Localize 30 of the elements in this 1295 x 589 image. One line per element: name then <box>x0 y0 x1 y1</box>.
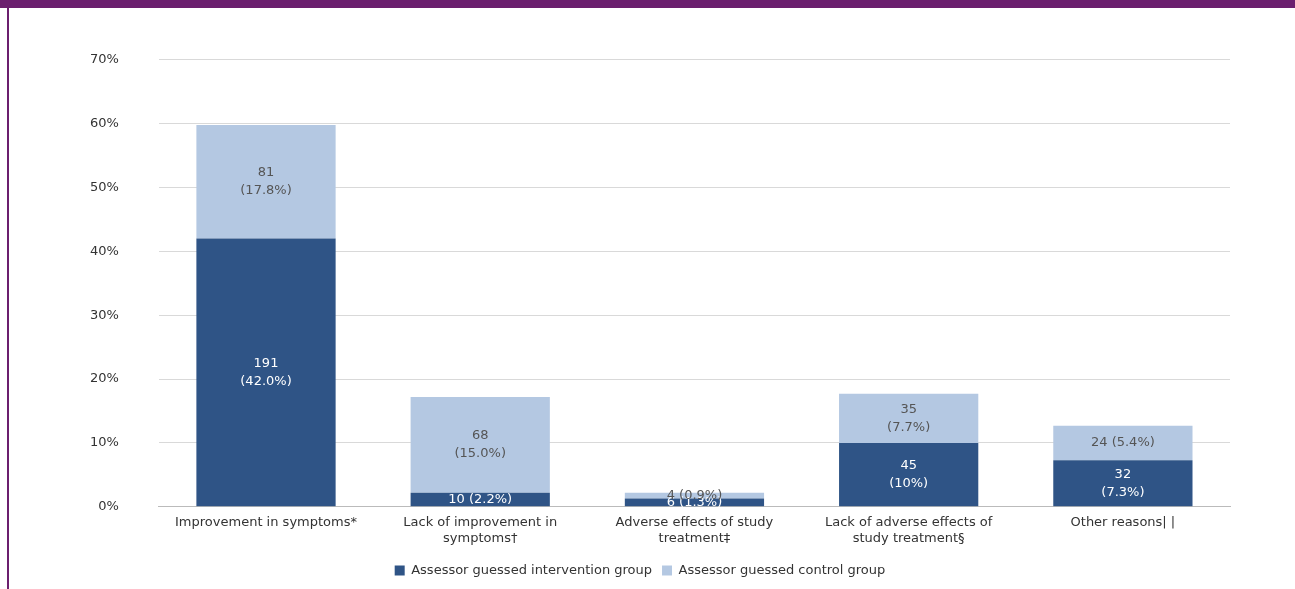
y-tick-label: 10% <box>89 434 119 450</box>
data-label: 45 (10%) <box>889 457 929 490</box>
legend-label: Assessor guessed intervention group <box>411 561 653 577</box>
x-tick-label: Adverse effects of study treatment‡ <box>615 513 774 545</box>
bar <box>1053 460 1193 507</box>
x-tick-label: Lack of adverse effects of study treatment§ <box>824 513 993 545</box>
y-tick-label: 60% <box>89 115 119 131</box>
bar <box>839 393 979 443</box>
bar <box>196 238 336 507</box>
bar <box>196 124 336 239</box>
bar <box>1053 425 1193 461</box>
data-label: 10 (2.2%) <box>448 490 513 506</box>
bar <box>410 396 550 493</box>
x-tick-label: Other reasons| | <box>1070 513 1176 529</box>
legend-label: Assessor guessed control group <box>678 561 886 577</box>
data-label: 24 (5.4%) <box>1090 434 1155 450</box>
data-label: 81 (17.8%) <box>240 164 292 198</box>
data-label: 35 (7.7%) <box>887 400 931 434</box>
y-tick-label: 50% <box>89 178 119 194</box>
data-label: 191 (42.0%) <box>240 354 292 388</box>
bar <box>839 442 979 507</box>
y-tick-label: 0% <box>98 498 119 514</box>
y-tick-label: 30% <box>89 306 119 322</box>
y-tick-label: 40% <box>89 242 119 258</box>
x-tick-label: Lack of improvement in symptoms† <box>403 513 558 545</box>
y-tick-label: 20% <box>89 370 119 386</box>
x-tick-label: Improvement in symptoms* <box>175 513 358 529</box>
y-tick-label: 70% <box>89 51 119 67</box>
data-label: 32 (7.3%) <box>1101 465 1145 499</box>
data-label: 68 (15.0%) <box>454 427 506 461</box>
